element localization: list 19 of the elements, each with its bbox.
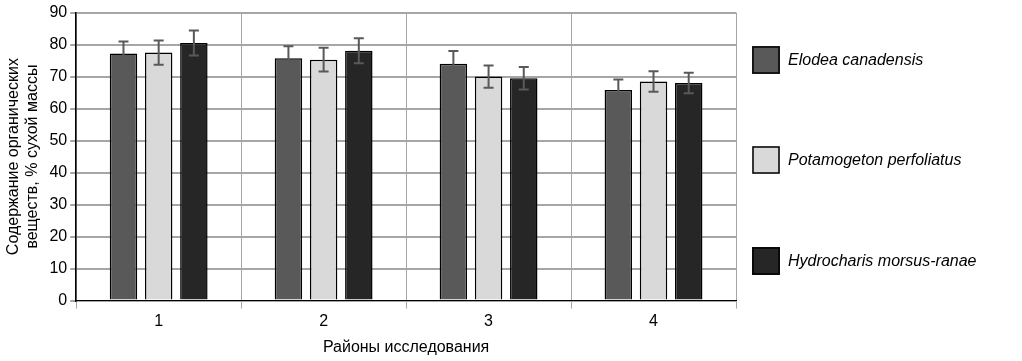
y-tick-label: 90 (49, 3, 68, 21)
x-tick-label: 2 (319, 311, 329, 329)
x-tick-label: 1 (154, 311, 164, 329)
y-tick-label: 50 (49, 131, 68, 149)
y-tick-label: 0 (58, 291, 68, 309)
x-axis-title: Районы исследования (322, 337, 490, 355)
legend-label: Hydrocharis morsus-ranae (788, 251, 977, 270)
y-tick-label: 10 (49, 259, 68, 277)
y-tick-label: 70 (49, 67, 68, 85)
legend-label: Elodea canadensis (788, 51, 924, 70)
y-axis-title: Содержание органических веществ, % сухой массы (4, 58, 41, 256)
legend-label: Potamogeton perfoliatus (788, 151, 962, 170)
x-tick-label: 4 (649, 311, 659, 329)
y-tick-label: 80 (49, 35, 68, 53)
y-tick-label: 60 (49, 99, 68, 117)
y-tick-label: 20 (49, 227, 68, 245)
y-tick-label: 30 (49, 195, 68, 213)
x-tick-label: 3 (484, 311, 494, 329)
y-tick-label: 40 (49, 163, 68, 181)
